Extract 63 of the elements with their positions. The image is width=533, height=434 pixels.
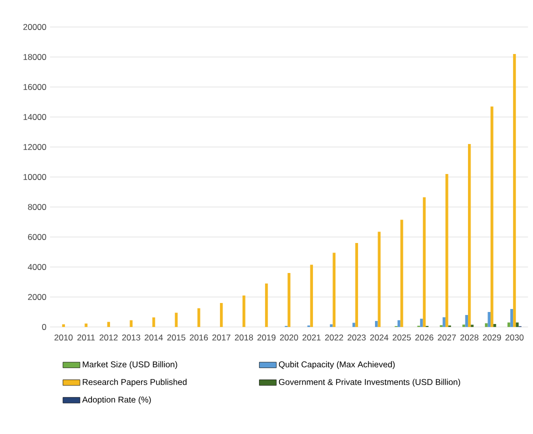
legend-label: Government & Private Investments (USD Billion) [278,378,460,387]
legend-label: Adoption Rate (%) [82,396,151,404]
x-tick-label: 2027 [438,334,456,340]
bar [468,144,471,327]
x-tick-label: 2022 [325,334,344,340]
legend-label: Market Size (USD Billion) [82,361,178,370]
bar [220,302,223,327]
y-tick-label: 10000 [24,174,46,180]
x-tick-label: 2017 [212,334,230,340]
x-tick-label: 2010 [54,334,73,340]
bar [174,312,178,327]
y-tick-label: 6000 [28,234,46,240]
y-tick-label: 18000 [24,54,46,60]
x-tick-label: 2012 [100,334,118,340]
x-tick-label: 2024 [370,334,388,340]
y-tick-label: 20000 [23,24,46,30]
bar [513,54,516,327]
x-tick-label: 2011 [77,334,95,340]
bar [288,272,290,327]
bar [374,320,378,327]
y-tick-label: 16000 [24,84,46,90]
bar [465,314,468,327]
bar [484,323,488,327]
x-tick-label: 2028 [460,334,478,340]
legend-label: Research Papers Published [82,378,187,387]
legend-label: Qubit Capacity (Max Achieved) [278,361,395,370]
x-tick-label: 2019 [257,334,276,340]
x-tick-label: 2020 [280,334,298,340]
bar [84,324,88,327]
y-tick-label: 8000 [28,204,46,210]
y-tick-label: 12000 [24,144,46,150]
bar [420,318,423,327]
x-tick-label: 2029 [482,334,501,340]
x-tick-label: 2025 [392,334,411,340]
bar [332,252,336,327]
bar [488,312,491,327]
x-tick-label: 2015 [167,334,186,340]
y-tick-label: 2000 [28,294,46,300]
bar [490,106,494,327]
bar [442,317,446,327]
bar [130,320,133,327]
y-tick-label: 14000 [24,114,46,120]
bar [62,324,65,327]
y-tick-label: 0 [42,324,46,330]
bar [355,242,358,327]
x-tick-label: 2016 [190,334,208,340]
x-tick-label: 2021 [302,334,321,340]
x-tick-label: 2026 [415,334,434,340]
bar [197,308,200,327]
x-tick-label: 2030 [505,334,524,340]
bar [107,322,110,327]
bar [242,295,246,327]
x-tick-label: 2013 [122,334,140,340]
x-tick-label: 2018 [234,334,253,340]
bar [310,264,313,327]
y-tick-label: 4000 [28,264,46,270]
bar [265,283,268,327]
bar [516,322,519,327]
bar [378,232,381,327]
x-tick-label: 2014 [144,334,163,340]
bar [507,322,510,327]
x-tick-label: 2023 [348,334,366,340]
bar [398,320,400,327]
